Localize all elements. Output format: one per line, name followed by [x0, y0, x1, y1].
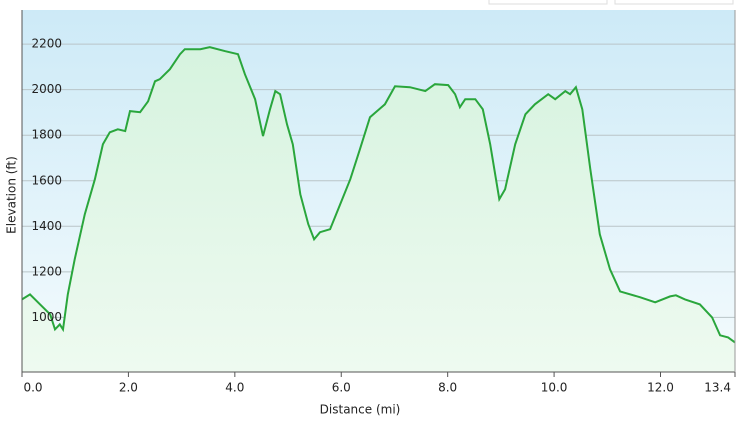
y-tick-label: 1000: [31, 310, 62, 324]
x-tick-label: 12.0: [647, 381, 674, 395]
area-fill: [22, 47, 735, 372]
y-tick-label: 1400: [31, 219, 62, 233]
x-axis-label: Distance (mi): [320, 403, 401, 417]
toolbar-button[interactable]: [614, 0, 734, 5]
y-tick-label: 2200: [31, 37, 62, 51]
x-tick-label: 4.0: [225, 381, 244, 395]
y-tick-label: 1600: [31, 173, 62, 187]
x-tick-label: 8.0: [438, 381, 457, 395]
x-tick-label: 10.0: [541, 381, 568, 395]
y-tick-label: 1200: [31, 264, 62, 278]
x-tick-label: 0.0: [23, 381, 42, 395]
elevation-line: [21, 46, 736, 344]
y-axis-label: Elevation (ft): [5, 156, 19, 234]
toolbar-button[interactable]: [488, 0, 608, 5]
x-tick-label: 6.0: [332, 381, 351, 395]
y-tick-label: 1800: [31, 128, 62, 142]
x-tick-label: 13.4: [704, 381, 731, 395]
x-tick-label: 2.0: [119, 381, 138, 395]
y-tick-label: 2000: [31, 82, 62, 96]
